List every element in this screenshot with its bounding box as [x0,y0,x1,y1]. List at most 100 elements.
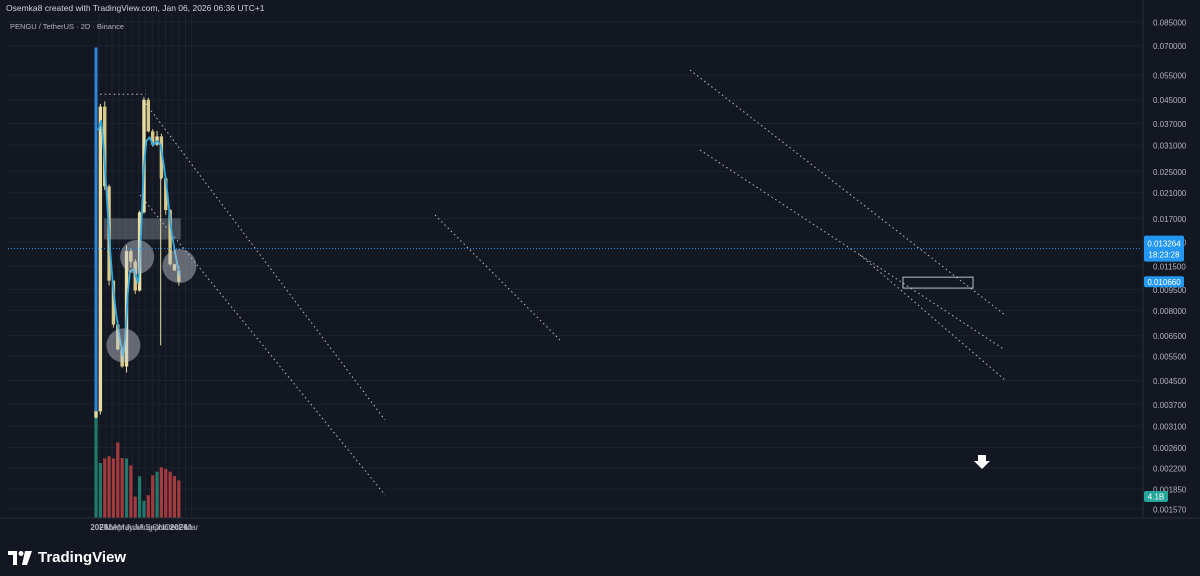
volume-bar [107,456,111,518]
volume-bar [111,458,116,518]
moving-average-line [97,119,181,357]
y-tick-label: 0.006500 [1153,332,1187,341]
candle-body [142,99,146,213]
x-tick-label: Nov [158,523,172,532]
x-tick-label: Aug [138,523,152,532]
candle-body [94,411,98,418]
y-tick-label: 0.021000 [1153,189,1187,198]
y-tick-label: 0.031000 [1153,142,1187,151]
y-tick-label: 0.003100 [1153,422,1187,431]
ma-value-badge [1144,276,1184,288]
x-tick-label: Sep [145,523,160,532]
volume-bar [129,465,133,518]
y-tick-label: 0.002600 [1153,444,1187,453]
x-tick-label: Feb [99,523,113,532]
volume-bar [164,468,168,518]
volume-bar [168,471,172,518]
brand-name: TradingView [38,549,127,566]
candle-body [129,251,133,262]
volume-bar [155,471,159,518]
candle-body [168,210,172,265]
y-tick-label: 0.017000 [1153,215,1187,224]
candle-body [172,264,177,271]
current-price-badge [1144,235,1184,262]
y-tick-label: 0.011500 [1153,263,1186,272]
candle-body [98,106,103,412]
listing-candle [94,47,98,412]
channel-line [859,254,1006,381]
channel-line [142,99,386,421]
y-tick-label: 0.025000 [1153,168,1187,177]
volume-bar [172,476,177,518]
y-tick-label: 0.055000 [1153,72,1187,81]
volume-bar [94,408,98,518]
y-tick-label: 0.003700 [1153,401,1187,410]
symbol-info: PENGU / TetherUS · 2D · Binance [10,22,124,31]
y-tick-label: 0.045000 [1153,96,1187,105]
candle-body [159,136,164,179]
volume-bar [120,457,124,518]
volume-bar [142,500,146,518]
y-tick-label: 0.070000 [1153,42,1187,51]
volume-bar [146,495,150,518]
y-tick-label: 0.002200 [1153,464,1187,473]
x-tick-label: May [118,523,133,532]
grid [8,14,1142,518]
x-tick-label: Dec [165,523,179,532]
volume-bar [124,458,129,518]
countdown-label: 18:23:28 [1148,251,1180,260]
credit-text: Osemka8 created with TradingView.com, Ja… [6,3,265,13]
candle-body [111,280,116,325]
candle-body [150,131,155,145]
y-tick-label: 0.004500 [1153,377,1187,386]
volume-bar [159,467,163,518]
volume-bar [138,476,142,518]
channel-lines [139,69,1006,496]
consolidation-box [902,276,974,289]
tradingview-logo[interactable]: TradingView [8,549,126,566]
volume-bar [151,475,155,518]
resistance-zone [103,218,181,240]
x-tick-label: Oct [152,523,165,532]
volume-bar [98,463,102,518]
y-tick-label: 0.005500 [1153,353,1187,362]
tradingview-logo-icon [8,550,32,565]
highlight-circle [106,328,141,363]
x-tick-label: Jun [126,523,139,532]
volume-series [94,408,181,518]
y-tick-label: 0.008000 [1153,307,1187,316]
volume-bar [133,496,137,518]
footer: TradingView [0,540,1200,576]
highlight-circle [120,239,155,274]
highlight-circle [162,249,197,284]
x-tick-label: Feb [179,523,193,532]
x-tick-label: Jul [134,523,144,532]
channel-line [139,194,386,496]
x-tick-label: 2026 [170,523,188,532]
volume-badge [1144,491,1168,502]
candle-body [177,270,181,282]
chart-background [0,0,1200,540]
volume-bar [116,442,120,518]
y-tick-label: 0.009500 [1153,286,1187,295]
x-tick-label: Mar [185,523,199,532]
y-tick-label: 0.001570 [1153,506,1187,515]
volume-bar [177,480,181,518]
y-tick-label: 0.037000 [1153,120,1187,129]
x-tick-label: Apr [113,523,126,532]
volume-label: 4.1B [1148,493,1164,502]
price-chart[interactable]: 0.085000 0.070000 0.055000 0.045000 0.037000… [0,0,1200,540]
candle-body [164,178,168,211]
current-price-label: 0.013264 [1147,240,1181,249]
ma-value-label: 0.010660 [1147,278,1181,287]
x-tick-label: Mar [105,523,119,532]
candle-body [116,324,120,350]
y-tick-label: 0.001850 [1153,485,1187,494]
volume-bar [103,458,107,518]
x-tick-label: 2025 [90,523,108,532]
candle-body [103,106,107,187]
candle-body [120,349,124,367]
candle-body [146,99,151,132]
y-tick-label: 0.085000 [1153,19,1187,28]
down-arrow-icon [974,455,990,469]
